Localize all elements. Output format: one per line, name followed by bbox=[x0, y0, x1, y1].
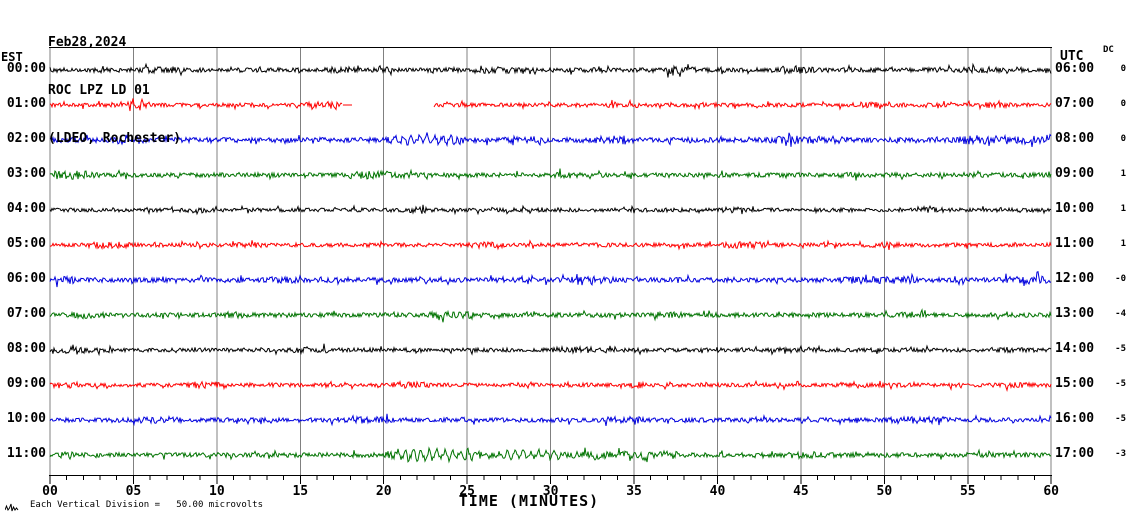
dc-value: -5 bbox=[1115, 414, 1126, 424]
est-time-label: 02:00 bbox=[6, 131, 46, 146]
x-tick-label: 35 bbox=[626, 484, 642, 499]
dc-value: 1 bbox=[1120, 169, 1126, 179]
seismo-trace-row-3 bbox=[49, 168, 1052, 181]
x-tick-label: 45 bbox=[793, 484, 809, 499]
utc-time-label: 10:00 bbox=[1055, 201, 1095, 216]
x-tick-label: 00 bbox=[42, 484, 58, 499]
est-time-label: 09:00 bbox=[6, 376, 46, 391]
seismo-trace-row-10 bbox=[49, 413, 1052, 427]
dc-column-header: DC bbox=[1103, 45, 1114, 55]
title-station: ROC LPZ LD 01 bbox=[48, 83, 150, 98]
seismo-trace-row-7 bbox=[49, 308, 1052, 323]
microvolt-scale-icon bbox=[5, 503, 19, 512]
dc-value: 1 bbox=[1120, 204, 1126, 214]
left-axis-header: EST bbox=[1, 50, 23, 64]
x-tick-label: 20 bbox=[375, 484, 392, 499]
seismo-trace-row-8 bbox=[49, 343, 1052, 357]
est-time-label: 11:00 bbox=[6, 446, 46, 461]
dc-value: -5 bbox=[1115, 344, 1126, 354]
utc-time-label: 11:00 bbox=[1055, 236, 1095, 251]
x-tick-label: 10 bbox=[209, 484, 225, 499]
est-time-label: 08:00 bbox=[6, 341, 46, 356]
est-time-label: 03:00 bbox=[6, 166, 46, 181]
seismo-trace-row-1 bbox=[49, 97, 1052, 112]
utc-time-label: 07:00 bbox=[1055, 96, 1095, 111]
title-date: Feb28,2024 bbox=[48, 35, 127, 50]
dc-value: 0 bbox=[1120, 64, 1126, 74]
dc-value: -3 bbox=[1115, 449, 1126, 459]
utc-time-label: 13:00 bbox=[1055, 306, 1095, 321]
right-axis-header: UTC bbox=[1060, 49, 1084, 64]
seismo-trace-row-6 bbox=[49, 271, 1052, 288]
dc-value: -4 bbox=[1115, 309, 1126, 319]
utc-time-label: 06:00 bbox=[1055, 61, 1095, 76]
dc-value: 0 bbox=[1120, 134, 1126, 144]
x-tick-label: 55 bbox=[959, 484, 976, 499]
seismo-trace-row-9 bbox=[49, 379, 1052, 393]
vertical-division-note: Each Vertical Division = 50.00 microvolt… bbox=[30, 500, 263, 510]
utc-time-label: 14:00 bbox=[1055, 341, 1095, 356]
seismo-trace-row-0 bbox=[49, 62, 1052, 78]
title-block: Feb28,2024 ROC LPZ LD 01 (LDEO, Rocheste… bbox=[48, 3, 181, 179]
x-tick-label: 40 bbox=[709, 484, 726, 499]
est-time-label: 04:00 bbox=[6, 201, 46, 216]
utc-time-label: 12:00 bbox=[1055, 271, 1095, 286]
est-time-label: 01:00 bbox=[6, 96, 46, 111]
x-tick-label: 05 bbox=[125, 484, 142, 499]
est-time-label: 00:00 bbox=[6, 61, 46, 76]
utc-time-label: 15:00 bbox=[1055, 376, 1095, 391]
seismo-trace-row-4 bbox=[49, 204, 1052, 216]
est-time-label: 10:00 bbox=[6, 411, 46, 426]
utc-time-label: 17:00 bbox=[1055, 446, 1095, 461]
est-time-label: 05:00 bbox=[6, 236, 46, 251]
x-tick-label: 25 bbox=[459, 484, 475, 499]
x-tick-label: 60 bbox=[1043, 484, 1060, 499]
utc-time-label: 08:00 bbox=[1055, 131, 1095, 146]
utc-time-label: 09:00 bbox=[1055, 166, 1095, 181]
dc-value: -5 bbox=[1115, 379, 1126, 389]
seismo-trace-row-5 bbox=[49, 239, 1052, 251]
utc-time-label: 16:00 bbox=[1055, 411, 1095, 426]
title-network: (LDEO, Rochester) bbox=[48, 131, 182, 146]
x-tick-label: 30 bbox=[542, 484, 559, 499]
x-axis-label: TIME (MINUTES) bbox=[458, 492, 600, 510]
dc-value: -0 bbox=[1115, 274, 1126, 284]
x-tick-label: 15 bbox=[292, 484, 309, 499]
est-time-label: 06:00 bbox=[6, 271, 46, 286]
dc-value: 1 bbox=[1120, 239, 1126, 249]
est-time-label: 07:00 bbox=[6, 306, 46, 321]
seismo-trace-row-2 bbox=[49, 132, 1052, 148]
x-tick-label: 50 bbox=[876, 484, 893, 499]
dc-value: 0 bbox=[1120, 99, 1126, 109]
seismo-trace-row-11 bbox=[49, 446, 1052, 464]
